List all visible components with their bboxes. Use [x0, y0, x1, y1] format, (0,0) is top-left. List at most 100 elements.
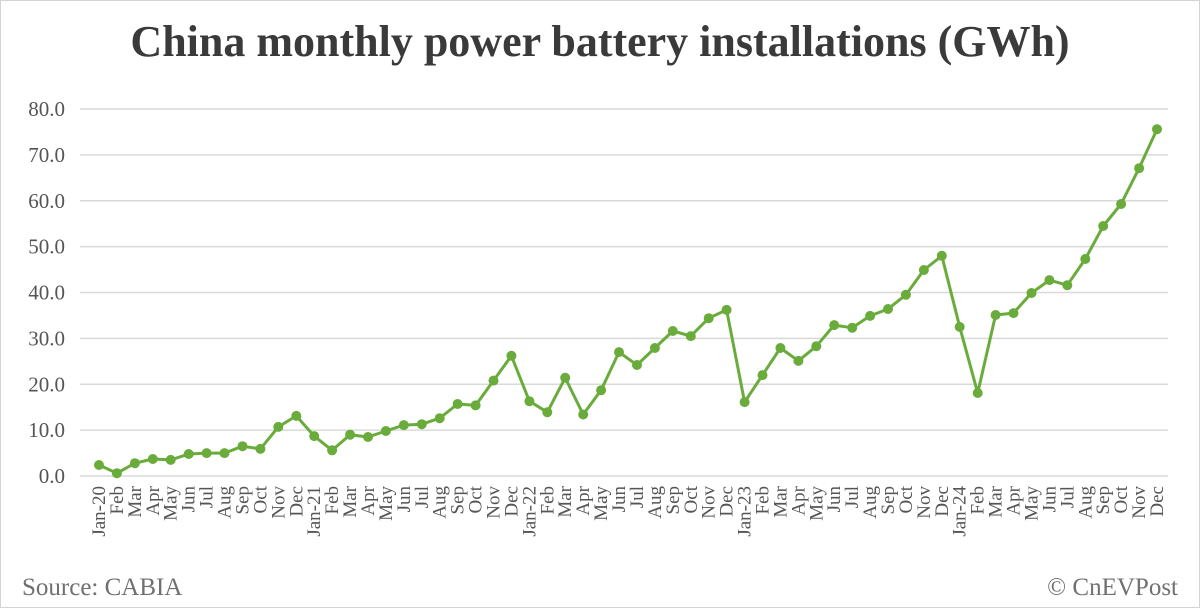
data-point-marker — [721, 304, 732, 315]
x-tick-label: Oct — [1111, 485, 1132, 513]
data-point-marker — [524, 396, 535, 407]
x-tick-label: Jun — [394, 486, 415, 513]
x-tick-label: Jun — [179, 486, 200, 513]
x-tick-label: Jan-24 — [950, 486, 971, 537]
x-tick-label: May — [376, 486, 397, 521]
x-tick-label: Nov — [1129, 486, 1150, 519]
data-point-marker — [578, 409, 589, 420]
data-point-marker — [111, 468, 122, 479]
x-tick-label: Jun — [824, 486, 845, 513]
y-axis-labels: 0.0 10.0 20.0 30.0 40.0 50.0 60.0 70.0 80.0 — [28, 97, 65, 488]
data-point-marker — [255, 443, 266, 454]
x-tick-label: Mar — [340, 485, 361, 517]
data-point-marker — [1098, 221, 1109, 231]
data-point-marker — [936, 250, 947, 261]
data-point-marker — [201, 448, 212, 459]
data-point-marker — [667, 326, 678, 336]
data-point-marker — [614, 347, 624, 358]
data-point-marker — [739, 397, 750, 408]
data-point-marker — [129, 458, 140, 469]
x-tick-label: Apr — [788, 485, 809, 515]
data-point-marker — [506, 350, 517, 361]
data-point-marker — [542, 407, 553, 418]
x-tick-label: Mar — [125, 485, 146, 517]
x-tick-label: Jan-22 — [519, 486, 540, 537]
data-point-marker — [470, 400, 481, 411]
x-tick-label: Sep — [448, 486, 469, 515]
data-point-marker — [488, 375, 499, 386]
data-point-marker — [972, 388, 983, 398]
data-point-marker — [363, 432, 373, 442]
y-tick-label: 10.0 — [28, 418, 65, 442]
data-point-marker — [309, 431, 320, 442]
x-tick-label: Sep — [878, 486, 899, 515]
data-point-marker — [596, 385, 607, 396]
data-point-marker — [1134, 163, 1145, 174]
x-tick-label: Sep — [232, 486, 253, 515]
data-point-marker — [990, 310, 1001, 320]
y-tick-label: 30.0 — [28, 326, 65, 350]
x-tick-label: Sep — [663, 486, 684, 515]
x-tick-label: Apr — [573, 485, 594, 515]
gridlines — [80, 108, 1168, 477]
x-tick-label: Apr — [1004, 485, 1025, 515]
data-point-marker — [649, 343, 660, 353]
x-tick-label: Aug — [1075, 486, 1096, 519]
data-point-marker — [327, 445, 338, 456]
data-point-marker — [918, 265, 929, 275]
x-tick-label: Feb — [752, 486, 773, 515]
x-tick-label: May — [1021, 486, 1042, 521]
x-tick-label: Feb — [322, 486, 343, 515]
x-tick-label: Mar — [555, 485, 576, 517]
x-tick-label: May — [591, 486, 612, 521]
data-point-marker — [345, 429, 356, 440]
data-point-marker — [183, 449, 194, 459]
chart-title: China monthly power battery installation… — [130, 17, 1070, 66]
data-point-marker — [1152, 124, 1162, 135]
data-point-marker — [793, 355, 804, 366]
data-point-marker — [1116, 199, 1127, 209]
x-tick-label: Nov — [914, 486, 935, 519]
data-point-marker — [1080, 254, 1091, 264]
x-tick-label: Feb — [107, 486, 128, 515]
x-tick-label: Jul — [842, 486, 863, 508]
data-point-marker — [434, 413, 445, 424]
x-tick-label: Oct — [681, 485, 702, 513]
copyright-label: © CnEVPost — [1047, 574, 1178, 601]
data-point-marker — [398, 420, 409, 431]
x-tick-label: Apr — [143, 485, 164, 515]
y-tick-label: 20.0 — [28, 372, 65, 396]
x-tick-label: May — [161, 486, 182, 521]
x-tick-label: Dec — [932, 486, 953, 517]
x-tick-label: Dec — [286, 486, 307, 517]
x-axis-labels: Jan-20FebMarAprMayJunJulAugSepOctNovDecJ… — [89, 485, 1168, 536]
data-point-marker — [1026, 288, 1037, 298]
data-point-marker — [757, 370, 768, 381]
data-point-marker — [865, 310, 876, 321]
data-series — [94, 124, 1162, 479]
data-point-marker — [273, 421, 284, 432]
x-tick-label: Jan-20 — [89, 486, 110, 537]
x-tick-label: Sep — [1093, 486, 1114, 515]
data-point-marker — [632, 360, 642, 370]
x-tick-label: Jul — [1057, 486, 1078, 508]
x-tick-label: Jul — [412, 486, 433, 508]
data-point-marker — [847, 322, 858, 333]
series-line — [98, 128, 1159, 475]
data-point-marker — [147, 454, 158, 464]
y-tick-label: 50.0 — [28, 235, 65, 259]
data-point-marker — [811, 341, 822, 352]
x-tick-label: Jul — [627, 486, 648, 508]
data-point-marker — [685, 331, 696, 342]
x-tick-label: Aug — [860, 486, 881, 519]
x-tick-label: Jul — [197, 486, 218, 508]
y-tick-label: 60.0 — [28, 189, 65, 213]
x-tick-label: Aug — [430, 486, 451, 519]
x-tick-label: Dec — [717, 486, 738, 517]
y-tick-label: 0.0 — [39, 464, 65, 488]
source-label: Source: CABIA — [22, 574, 183, 601]
data-point-marker — [1008, 308, 1019, 319]
x-tick-label: Jan-21 — [304, 486, 325, 537]
